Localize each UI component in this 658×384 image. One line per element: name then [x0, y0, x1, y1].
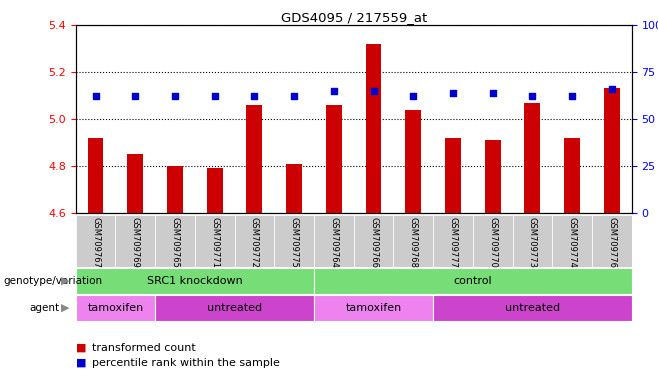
Text: GSM709772: GSM709772 [250, 217, 259, 268]
Text: untreated: untreated [505, 303, 560, 313]
Bar [564, 138, 580, 213]
Point [209, 93, 220, 99]
Bar [207, 169, 222, 213]
Text: GSM709764: GSM709764 [329, 217, 338, 268]
Text: percentile rank within the sample: percentile rank within the sample [92, 358, 280, 368]
Bar [604, 88, 620, 213]
Bar [366, 44, 382, 213]
Text: GSM709775: GSM709775 [290, 217, 299, 268]
Point [249, 93, 260, 99]
Point [488, 89, 498, 96]
Point [90, 93, 101, 99]
Text: tamoxifen: tamoxifen [88, 303, 143, 313]
Text: SRC1 knockdown: SRC1 knockdown [147, 276, 243, 286]
Bar [473, 215, 513, 267]
Bar [76, 215, 115, 267]
Text: GSM709770: GSM709770 [488, 217, 497, 268]
Bar [88, 138, 103, 213]
Bar [234, 215, 274, 267]
Text: genotype/variation: genotype/variation [3, 276, 103, 286]
Point [170, 93, 180, 99]
Bar [76, 268, 314, 294]
Text: control: control [453, 276, 492, 286]
Text: GSM709767: GSM709767 [91, 217, 100, 268]
Text: GSM709768: GSM709768 [409, 217, 418, 268]
Bar [247, 105, 263, 213]
Text: ▶: ▶ [61, 303, 69, 313]
Point [289, 93, 299, 99]
Bar [433, 215, 473, 267]
Point [130, 93, 141, 99]
Point [447, 89, 458, 96]
Bar [592, 215, 632, 267]
Bar [274, 215, 314, 267]
Title: GDS4095 / 217559_at: GDS4095 / 217559_at [280, 11, 427, 24]
Bar [354, 215, 393, 267]
Bar [167, 166, 183, 213]
Bar [314, 215, 354, 267]
Bar [524, 103, 540, 213]
Bar [445, 138, 461, 213]
Bar [115, 215, 155, 267]
Point [527, 93, 538, 99]
Bar [485, 140, 501, 213]
Bar [552, 215, 592, 267]
Text: untreated: untreated [207, 303, 262, 313]
Text: GSM709769: GSM709769 [131, 217, 139, 268]
Bar [433, 295, 632, 321]
Text: GSM709774: GSM709774 [568, 217, 576, 268]
Text: ■: ■ [76, 358, 89, 368]
Bar [286, 164, 302, 213]
Bar [127, 154, 143, 213]
Point [567, 93, 577, 99]
Bar [76, 295, 155, 321]
Bar [195, 215, 234, 267]
Bar [513, 215, 552, 267]
Text: tamoxifen: tamoxifen [345, 303, 401, 313]
Point [607, 86, 617, 92]
Text: GSM709776: GSM709776 [607, 217, 617, 268]
Text: GSM709771: GSM709771 [210, 217, 219, 268]
Bar [314, 268, 632, 294]
Bar [155, 215, 195, 267]
Text: GSM709766: GSM709766 [369, 217, 378, 268]
Bar [326, 105, 342, 213]
Point [408, 93, 418, 99]
Bar [405, 110, 421, 213]
Point [328, 88, 339, 94]
Text: ■: ■ [76, 343, 89, 353]
Text: ▶: ▶ [61, 276, 69, 286]
Text: agent: agent [29, 303, 59, 313]
Bar [155, 295, 314, 321]
Text: GSM709765: GSM709765 [170, 217, 180, 268]
Bar [393, 215, 433, 267]
Point [368, 88, 379, 94]
Bar [314, 295, 433, 321]
Text: transformed count: transformed count [92, 343, 196, 353]
Text: GSM709773: GSM709773 [528, 217, 537, 268]
Text: GSM709777: GSM709777 [449, 217, 457, 268]
